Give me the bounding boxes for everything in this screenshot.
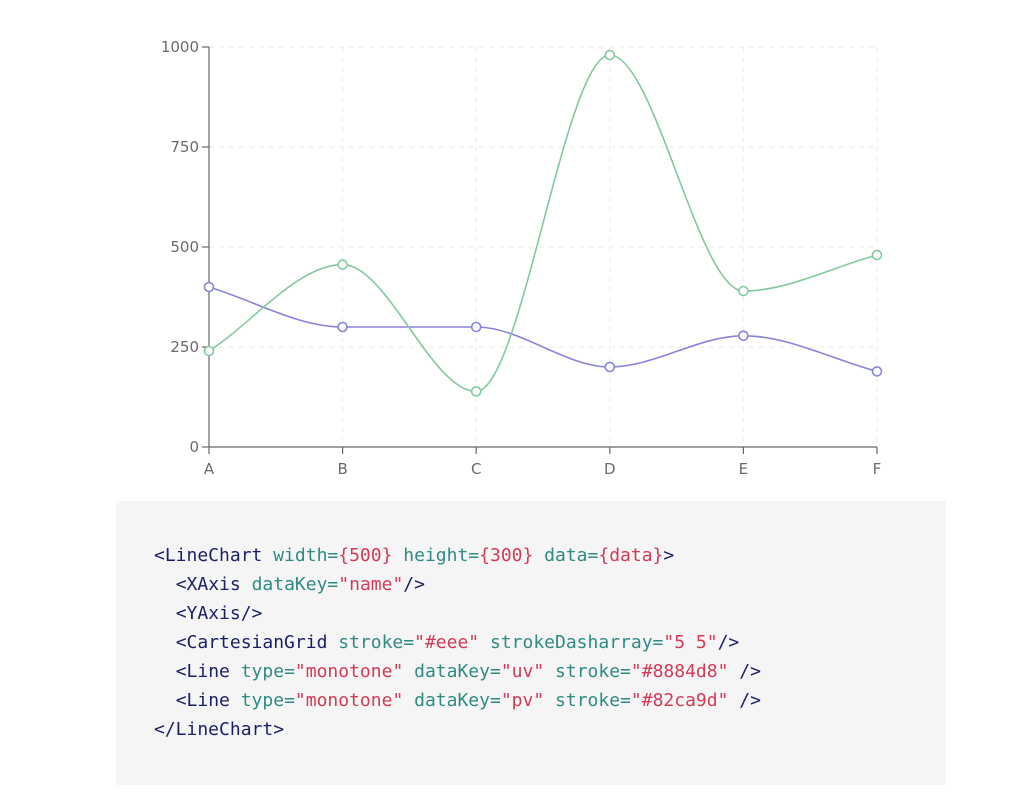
series-uv <box>203 281 883 377</box>
code-tag: <Line <box>175 690 230 711</box>
code-space <box>241 574 252 595</box>
code-attribute: stroke= <box>555 661 631 682</box>
code-line: </LineChart> <box>154 715 761 744</box>
code-line: <Line type="monotone" dataKey="uv" strok… <box>154 657 761 686</box>
code-attribute: dataKey= <box>251 574 339 595</box>
code-attribute: type= <box>240 661 295 682</box>
line-chart: 0 250 500 750 1000 A B C D E F <box>161 38 883 478</box>
code-line: <CartesianGrid stroke="#eee" strokeDasha… <box>154 628 761 657</box>
data-point-uv <box>203 281 215 293</box>
code-punctuation: > <box>663 545 675 566</box>
code-punctuation: /> <box>403 574 425 595</box>
code-space <box>327 632 338 653</box>
code-attribute: width= <box>273 545 339 566</box>
code-attribute: dataKey= <box>414 690 501 711</box>
x-tick-label: D <box>604 460 616 478</box>
code-attribute: data= <box>544 545 599 566</box>
code-value: "#82ca9d" <box>630 690 729 711</box>
data-point-uv <box>604 361 616 373</box>
code-space <box>544 661 555 682</box>
code-space <box>262 545 273 566</box>
code-attribute: dataKey= <box>414 661 501 682</box>
code-space <box>403 690 414 711</box>
code-space <box>728 690 739 711</box>
code-panel: <LineChart width={500} height={300} data… <box>116 501 946 785</box>
y-tick-label: 0 <box>189 438 199 456</box>
x-tick-label: F <box>873 460 882 478</box>
code-value: "#eee" <box>414 632 480 653</box>
y-tick-label: 250 <box>170 338 199 356</box>
data-point-uv <box>470 321 482 333</box>
code-tag: </LineChart> <box>154 719 285 740</box>
x-tick-label: B <box>337 460 347 478</box>
code-attribute: strokeDasharray= <box>489 632 664 653</box>
data-point-pv <box>337 259 348 270</box>
axes: 0 250 500 750 1000 A B C D E F <box>161 38 882 478</box>
code-value: {300} <box>479 545 534 566</box>
code-value: {500} <box>338 545 393 566</box>
code-space <box>230 690 241 711</box>
y-tick-label: 1000 <box>161 38 199 56</box>
data-point-uv <box>871 366 883 377</box>
code-space <box>392 545 403 566</box>
code-value: {data} <box>598 545 664 566</box>
code-space <box>154 574 176 595</box>
code-value: "5 5" <box>663 632 718 653</box>
code-value: "monotone" <box>294 690 404 711</box>
code-attribute: height= <box>403 545 480 566</box>
code-block: <LineChart width={500} height={300} data… <box>154 541 761 744</box>
code-space <box>154 661 176 682</box>
code-space <box>154 603 176 624</box>
code-line: <XAxis dataKey="name"/> <box>154 570 761 599</box>
code-value: "monotone" <box>294 661 404 682</box>
series-pv <box>203 49 883 397</box>
code-line: <LineChart width={500} height={300} data… <box>154 541 761 570</box>
code-tag: <XAxis <box>175 574 241 595</box>
code-punctuation: /> <box>739 690 761 711</box>
x-tick-label: E <box>739 460 748 478</box>
code-space <box>403 661 414 682</box>
code-space <box>154 690 176 711</box>
code-punctuation: /> <box>739 661 761 682</box>
code-attribute: stroke= <box>338 632 415 653</box>
code-tag: <CartesianGrid <box>175 632 328 653</box>
code-attribute: stroke= <box>555 690 631 711</box>
y-tick-label: 500 <box>170 238 199 256</box>
code-attribute: type= <box>240 690 295 711</box>
code-tag: <Line <box>175 661 230 682</box>
code-line: <YAxis/> <box>154 599 761 628</box>
code-tag: <LineChart <box>154 545 263 566</box>
series-line-pv <box>208 54 878 393</box>
code-space <box>544 690 555 711</box>
data-point-pv <box>470 386 482 397</box>
x-tick-label: C <box>471 460 481 478</box>
data-point-pv <box>604 49 616 61</box>
code-value: "uv" <box>500 661 545 682</box>
code-value: "#8884d8" <box>630 661 729 682</box>
code-space <box>230 661 241 682</box>
data-point-pv <box>871 249 883 261</box>
code-value: "pv" <box>500 690 545 711</box>
code-tag: <YAxis/> <box>175 603 263 624</box>
cartesian-grid <box>209 46 878 447</box>
code-space <box>533 545 544 566</box>
y-tick-label: 750 <box>170 138 199 156</box>
data-point-pv <box>203 345 215 357</box>
data-point-uv <box>738 330 749 342</box>
series-line-uv <box>208 286 878 373</box>
code-punctuation: /> <box>717 632 740 653</box>
code-space <box>479 632 490 653</box>
x-tick-label: A <box>204 460 215 478</box>
data-point-pv <box>738 285 749 297</box>
code-line: <Line type="monotone" dataKey="pv" strok… <box>154 686 761 715</box>
code-value: "name" <box>338 574 404 595</box>
code-space <box>728 661 739 682</box>
data-point-uv <box>337 321 348 333</box>
code-space <box>154 632 176 653</box>
